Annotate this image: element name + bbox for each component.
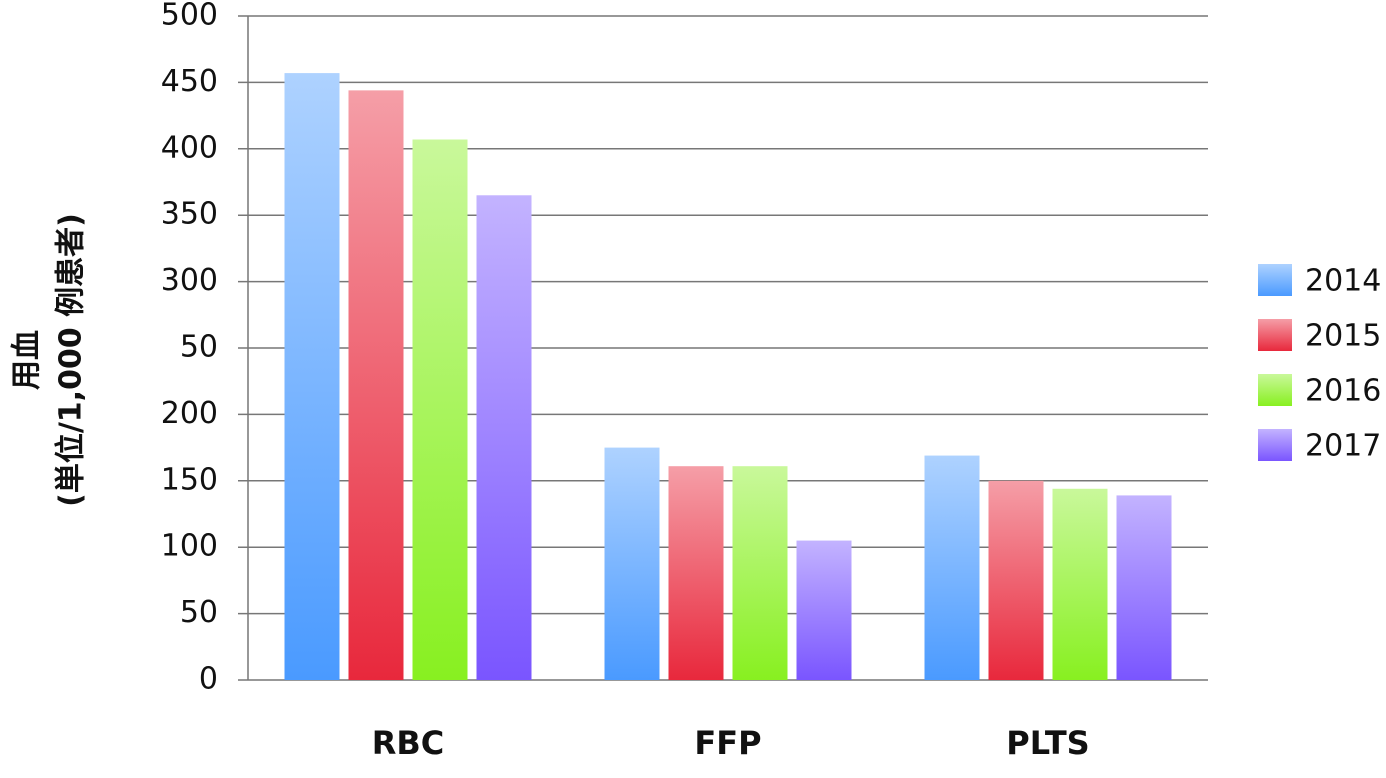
bar bbox=[604, 447, 660, 680]
bar bbox=[796, 540, 852, 680]
y-tick-label: 350 bbox=[161, 197, 218, 232]
bar bbox=[412, 139, 468, 680]
y-tick-label: 50 bbox=[180, 330, 218, 365]
bar bbox=[732, 466, 788, 680]
bar bbox=[284, 73, 340, 680]
y-tick-label: 100 bbox=[161, 529, 218, 564]
legend-label: 2016 bbox=[1305, 374, 1381, 409]
y-tick-label: 50 bbox=[180, 595, 218, 630]
legend-swatch bbox=[1258, 319, 1292, 351]
bar bbox=[988, 480, 1044, 680]
legend-swatch bbox=[1258, 429, 1292, 461]
legend-label: 2017 bbox=[1305, 429, 1381, 464]
x-tick-label: FFP bbox=[694, 724, 761, 762]
legend-label: 2015 bbox=[1305, 319, 1381, 354]
y-tick-label: 500 bbox=[161, 0, 218, 33]
y-axis-label: 用血 (単位/1,000 例患者) bbox=[10, 213, 89, 507]
bar bbox=[924, 455, 980, 680]
bar bbox=[668, 466, 724, 680]
y-tick-label: 300 bbox=[161, 263, 218, 298]
bar bbox=[1116, 495, 1172, 680]
bar bbox=[476, 195, 532, 680]
y-label-line: 用血 bbox=[10, 330, 45, 390]
bar bbox=[1052, 488, 1108, 680]
bar bbox=[348, 90, 404, 681]
legend-label: 2014 bbox=[1305, 264, 1381, 299]
x-tick-label: PLTS bbox=[1006, 724, 1089, 762]
y-tick-label: 0 bbox=[199, 662, 218, 697]
legend-swatch bbox=[1258, 374, 1292, 406]
x-tick-label: RBC bbox=[372, 724, 445, 762]
y-tick-label: 150 bbox=[161, 462, 218, 497]
y-label-line: (単位/1,000 例患者) bbox=[54, 213, 89, 507]
y-tick-label: 400 bbox=[161, 130, 218, 165]
y-tick-label: 450 bbox=[161, 64, 218, 99]
legend-swatch bbox=[1258, 264, 1292, 296]
y-tick-label: 200 bbox=[161, 396, 218, 431]
